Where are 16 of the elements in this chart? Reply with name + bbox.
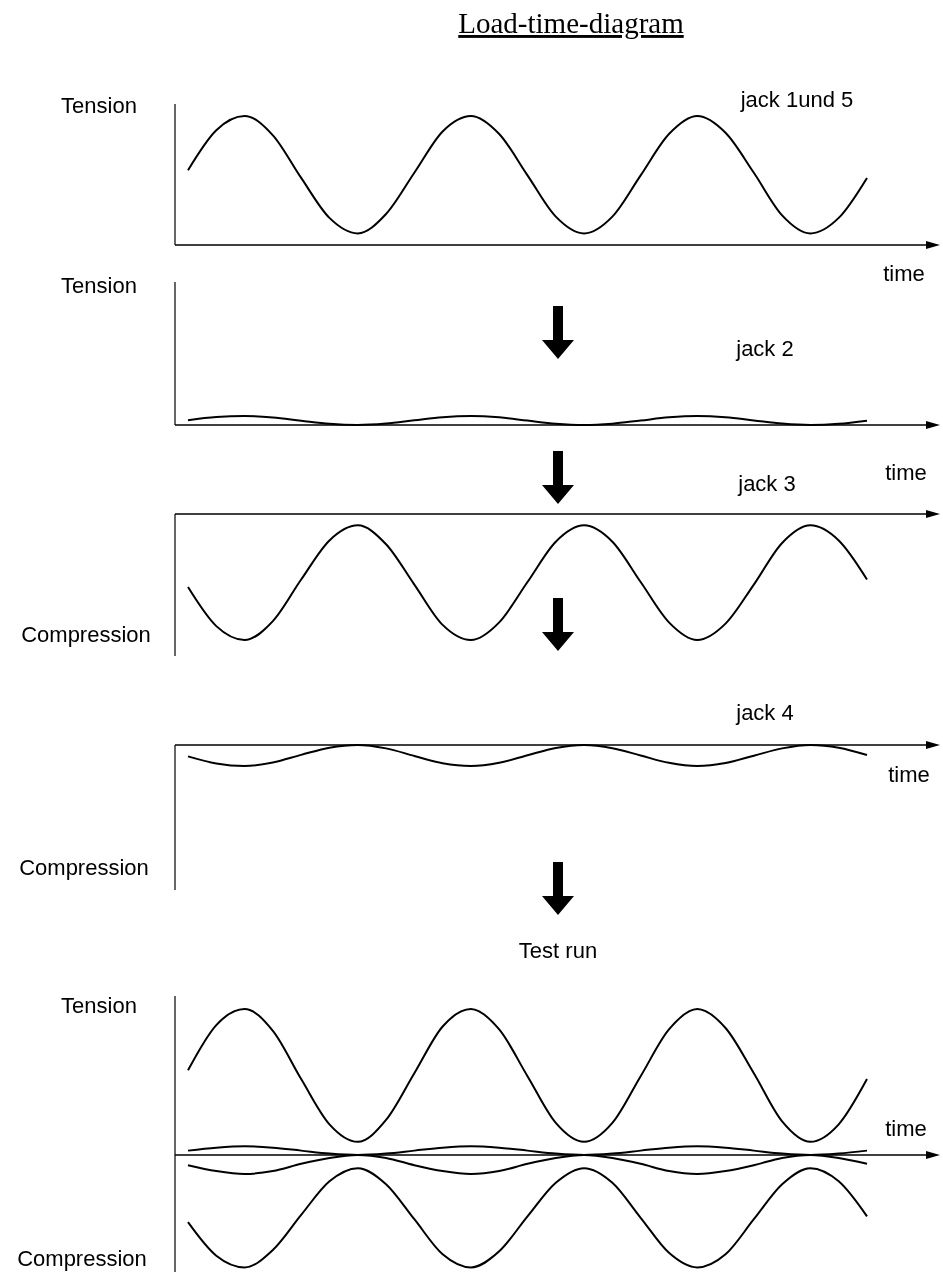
x-axis-title: time: [883, 261, 925, 286]
chart-title: Test run: [518, 938, 598, 963]
chart-subtitle: jack 1und 5: [739, 87, 854, 112]
y-axis-title: Tension: [61, 993, 137, 1018]
x-axis-title: time: [885, 1116, 927, 1141]
text: Compression: [17, 1246, 147, 1271]
y-axis-title: Tension: [61, 273, 137, 298]
text: Compression: [21, 622, 151, 647]
chart-title: Load-time-diagram: [458, 7, 685, 39]
text: Compression: [19, 855, 149, 880]
x-axis-title: time: [888, 762, 930, 787]
chart-subtitle: jack 3: [737, 471, 796, 496]
chart-subtitle: jack 2: [735, 336, 794, 361]
chart-subtitle: jack 4: [735, 700, 794, 725]
y-axis-title: Tension: [61, 93, 137, 118]
x-axis-title: time: [885, 460, 927, 485]
